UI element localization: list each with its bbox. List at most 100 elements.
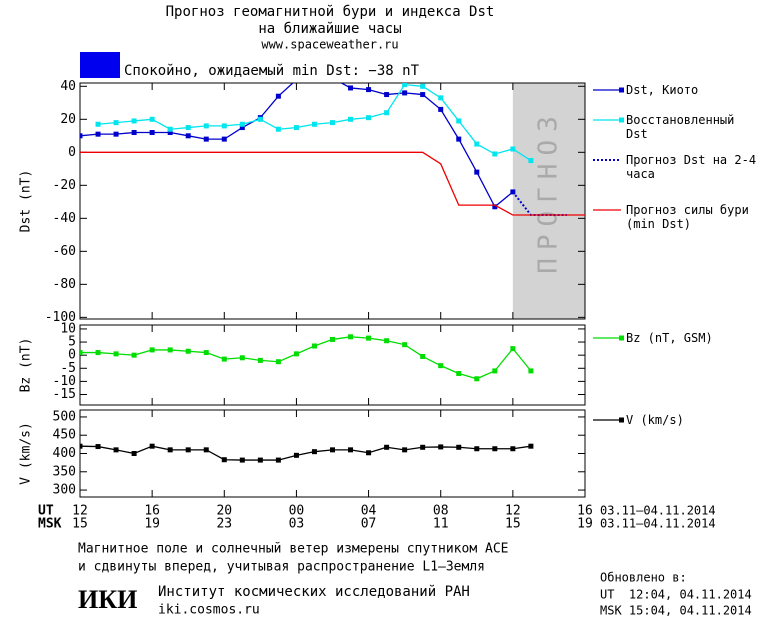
point [366, 335, 372, 341]
point [384, 92, 390, 98]
point [474, 446, 480, 452]
y-tick-label: -5 [60, 361, 76, 376]
point [348, 334, 354, 340]
point [384, 110, 390, 116]
legend-label: Dst, Киото [626, 83, 699, 97]
point [95, 444, 101, 450]
point [293, 125, 299, 131]
y-tick-label: 0 [68, 145, 76, 160]
point [149, 130, 155, 136]
legend-label: Прогноз Dst на 2-4 часа [626, 153, 757, 181]
point [80, 133, 83, 139]
point [239, 355, 245, 361]
y-tick-label: -80 [53, 277, 76, 292]
point [492, 151, 498, 157]
point [131, 118, 137, 124]
series-line [80, 151, 585, 216]
point [420, 83, 426, 89]
point [95, 350, 101, 356]
point [456, 118, 462, 124]
updated: Обновлено в: [600, 571, 687, 585]
y-tick-label: -10 [53, 374, 76, 389]
y-tick-label: -40 [53, 211, 76, 226]
point [275, 457, 281, 463]
point [203, 447, 209, 453]
point [330, 336, 335, 342]
point [402, 83, 408, 88]
legend-marker [619, 335, 624, 341]
point [474, 169, 480, 175]
point [167, 347, 173, 353]
y-tick-label: -20 [53, 178, 76, 193]
x-tick-label: 04 [361, 504, 377, 519]
x-tick-label-msk: 11 [433, 517, 449, 532]
point [95, 131, 101, 137]
point [438, 363, 444, 369]
point [438, 95, 444, 101]
series-line [80, 445, 531, 461]
point [474, 376, 480, 382]
point [167, 126, 173, 132]
plot-frame [79, 324, 586, 406]
legend-marker [619, 417, 624, 423]
institute: Институт космических исследований РАН [158, 584, 470, 600]
point [311, 449, 317, 455]
x-tick-label: 12 [72, 504, 88, 519]
legend-marker [619, 117, 624, 123]
point [185, 133, 191, 139]
y-tick-label: 300 [53, 483, 76, 498]
point [167, 447, 173, 453]
x-tick-label: 08 [433, 504, 449, 519]
point [239, 121, 245, 127]
point [420, 92, 426, 98]
point [384, 338, 390, 344]
y-tick-label: 450 [53, 428, 76, 443]
point [528, 443, 534, 449]
point [80, 443, 83, 449]
date-range: 03.11–04.11.2014 [600, 517, 716, 531]
point [275, 126, 281, 132]
y-tick-label: 500 [53, 409, 76, 424]
x-tick-label-msk: 07 [361, 517, 377, 532]
y-tick-label: 20 [60, 112, 76, 127]
footer-note: и сдвинуты вперед, учитывая распростране… [78, 560, 485, 575]
point [257, 357, 263, 363]
point [293, 351, 299, 357]
point [366, 87, 372, 93]
point [149, 443, 155, 449]
point [330, 120, 335, 126]
plot-frame [79, 82, 586, 320]
chart-title: Прогноз геомагнитной бури и индекса Dst [166, 4, 495, 20]
point [221, 356, 227, 362]
x-tick-label-msk: 15 [505, 517, 521, 532]
point [131, 451, 137, 456]
y-tick-label: 10 [60, 321, 76, 336]
x-tick-label: 20 [216, 504, 232, 519]
point [492, 446, 498, 452]
point [492, 368, 498, 374]
point [528, 158, 534, 164]
point [456, 136, 462, 142]
point [384, 444, 390, 450]
point [221, 136, 227, 142]
institute-site: iki.cosmos.ru [158, 603, 260, 618]
x-tick-label-msk: 19 [144, 517, 160, 532]
point [348, 85, 354, 91]
series [80, 83, 516, 210]
logo: ИКИ [78, 585, 137, 614]
point [456, 444, 462, 450]
point [185, 447, 191, 453]
point [239, 457, 245, 463]
x-tick-label: 16 [144, 504, 160, 519]
point [402, 447, 408, 453]
point [149, 116, 155, 122]
y-tick-label: -100 [45, 310, 76, 325]
y-tick-label: 5 [68, 335, 76, 350]
series-line [80, 336, 532, 380]
x-tick-label-msk: 19 [577, 517, 593, 532]
y-tick-label: 0 [68, 348, 76, 363]
series-line [80, 83, 514, 208]
x-tick-label: 12 [505, 504, 521, 519]
legend-label: V (km/s) [626, 413, 684, 427]
